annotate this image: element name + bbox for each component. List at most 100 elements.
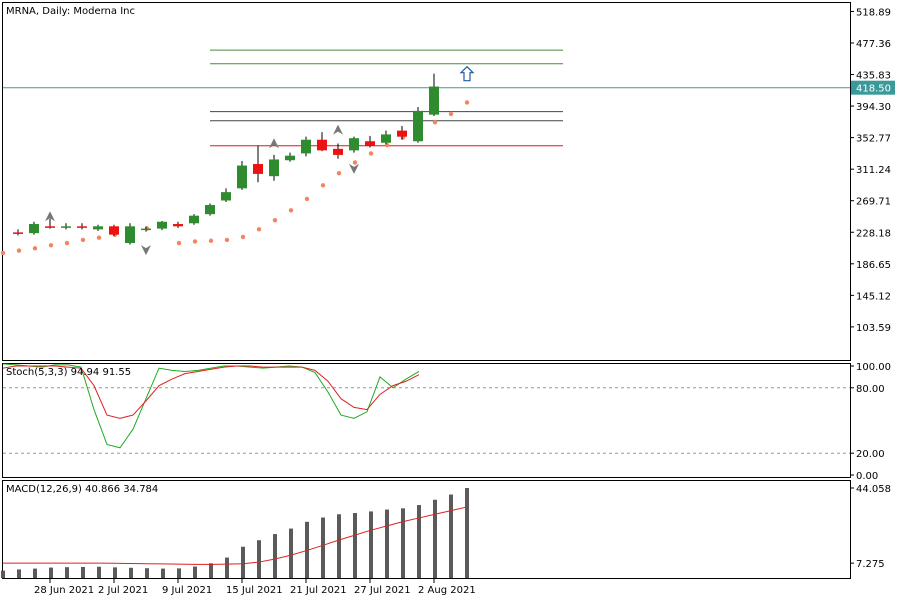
candle-body	[29, 224, 39, 234]
sar-dot	[448, 111, 454, 117]
current-price-label: 418.50	[856, 84, 891, 95]
macd-bar	[449, 494, 453, 578]
fractal-up-marker	[45, 211, 55, 222]
price-tick-label: 269.71	[856, 197, 891, 208]
price-tick-label: 518.89	[856, 7, 891, 18]
candle	[301, 136, 311, 157]
candle	[285, 152, 295, 162]
macd-bar	[257, 540, 261, 578]
candle	[397, 126, 407, 140]
candle-body	[365, 141, 375, 146]
candle-body	[173, 224, 183, 227]
candle	[413, 107, 423, 143]
date-tick-label: 21 Jul 2021	[290, 585, 347, 596]
candle-body	[285, 155, 295, 161]
macd-tick-label: 44.058	[856, 484, 891, 495]
sar-dot	[464, 100, 470, 105]
fractal-down-marker	[349, 163, 359, 174]
candle	[61, 223, 71, 230]
candle	[29, 221, 39, 235]
sar-dot	[336, 170, 342, 176]
candle-body	[77, 226, 87, 228]
candle-body	[141, 228, 151, 231]
fractal-up-marker	[333, 124, 343, 135]
candle	[189, 214, 199, 225]
macd-bar	[65, 567, 69, 578]
candle	[349, 136, 359, 153]
candle-body	[125, 226, 135, 244]
candle	[381, 130, 391, 145]
candle	[333, 143, 343, 159]
stoch-panel-frame	[2, 363, 851, 478]
candle-body	[381, 134, 391, 143]
sar-dot	[80, 237, 86, 243]
macd-bar	[113, 567, 117, 578]
macd-bar	[337, 514, 341, 578]
chart-title: MRNA, Daily: Moderna Inc	[6, 6, 135, 17]
macd-label: MACD(12,26,9) 40.866 34.784	[6, 484, 158, 495]
candle-body	[61, 226, 71, 228]
candle	[93, 224, 103, 231]
candle	[173, 221, 183, 228]
date-tick-label: 15 Jul 2021	[226, 585, 283, 596]
date-tick-label: 28 Jun 2021	[34, 585, 94, 596]
stoch-tick-label: 20.00	[856, 449, 885, 460]
macd-bar	[241, 546, 245, 578]
macd-bar	[17, 569, 21, 578]
macd-indicator	[1, 488, 469, 578]
price-panel-frame	[2, 2, 851, 361]
stochastic-indicator	[2, 363, 850, 454]
candle	[221, 188, 231, 203]
sar-dot	[304, 196, 310, 202]
macd-bar	[433, 499, 437, 578]
price-tick-label: 477.36	[856, 39, 891, 50]
buy-arrow-icon	[459, 65, 475, 82]
macd-bar	[289, 528, 293, 578]
sar-dot	[224, 237, 230, 243]
stoch-tick-label: 0.00	[856, 471, 878, 482]
sar-dot	[208, 238, 214, 243]
macd-bar	[81, 566, 85, 578]
candle-body	[333, 148, 343, 155]
macd-bar	[145, 568, 149, 578]
date-tick-label: 2 Jul 2021	[98, 585, 148, 596]
price-tick-label: 228.18	[856, 228, 891, 239]
sar-dot	[288, 208, 294, 213]
candle-body	[429, 86, 439, 115]
price-tick-label: 145.12	[856, 291, 891, 302]
candle	[109, 224, 119, 237]
sar-dot	[48, 243, 54, 248]
macd-bar	[97, 566, 101, 578]
stoch-axis: 100.00 80.00 20.00 0.00	[850, 362, 891, 482]
candle-body	[269, 159, 279, 177]
candle	[205, 203, 215, 216]
candle	[77, 223, 87, 230]
price-axis: 103.59 145.12 186.65 228.18 269.71 311.24 352.…	[850, 7, 895, 334]
sar-dot	[64, 240, 70, 246]
fractals	[45, 124, 359, 256]
candle-body	[237, 165, 247, 189]
price-tick-label: 394.30	[856, 102, 891, 113]
date-tick-label: 2 Aug 2021	[418, 585, 476, 596]
candle-body	[349, 138, 359, 151]
macd-axis: 44.058 7.275	[850, 484, 891, 570]
price-tick-label: 103.59	[856, 323, 891, 334]
sar-dot	[16, 248, 22, 253]
candle	[237, 160, 247, 190]
candle	[429, 73, 439, 117]
macd-bar	[161, 568, 165, 578]
current-price-tag	[851, 80, 895, 95]
date-tick-label: 27 Jul 2021	[354, 585, 411, 596]
candle-body	[93, 226, 103, 230]
sar-dot	[192, 239, 198, 244]
stoch-main-line	[2, 363, 420, 449]
candle	[269, 154, 279, 181]
price-tick-label: 352.77	[856, 134, 891, 145]
candle-body	[13, 232, 23, 234]
stoch-signal-line	[2, 365, 420, 419]
macd-bar	[129, 567, 133, 578]
macd-bar	[369, 511, 373, 578]
macd-bar	[465, 488, 469, 578]
candlesticks	[13, 73, 439, 245]
